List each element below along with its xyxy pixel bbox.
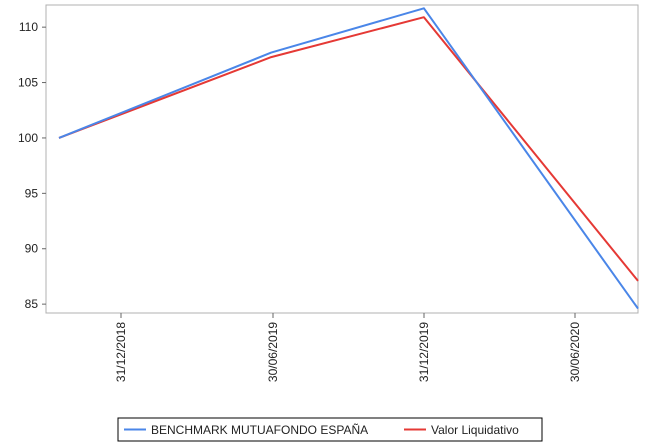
x-tick-label: 31/12/2019	[417, 322, 431, 382]
y-tick-label: 85	[25, 297, 39, 311]
x-axis: 31/12/2018 30/06/2019 31/12/2019 30/06/2020	[114, 313, 582, 382]
legend-label-benchmark: BENCHMARK MUTUAFONDO ESPAÑA	[151, 423, 368, 437]
y-axis: 85 90 95 100 105 110	[18, 20, 46, 311]
x-tick-label: 30/06/2020	[568, 322, 582, 382]
x-tick-label: 30/06/2019	[266, 322, 280, 382]
x-tick-label: 31/12/2018	[114, 322, 128, 382]
plot-area	[45, 4, 639, 314]
series-layer	[58, 7, 639, 310]
y-tick-label: 110	[19, 20, 38, 34]
legend: BENCHMARK MUTUAFONDO ESPAÑA Valor Liquid…	[117, 417, 543, 442]
y-tick-label: 95	[25, 186, 39, 200]
legend-box	[117, 417, 543, 442]
series-line-valor-liquidativo	[58, 16, 639, 282]
legend-label-valor-liquidativo: Valor Liquidativo	[431, 423, 519, 437]
series-line-benchmark	[58, 7, 639, 310]
y-tick-label: 90	[25, 242, 39, 256]
y-tick-label: 105	[18, 76, 38, 90]
y-tick-label: 100	[18, 131, 38, 145]
